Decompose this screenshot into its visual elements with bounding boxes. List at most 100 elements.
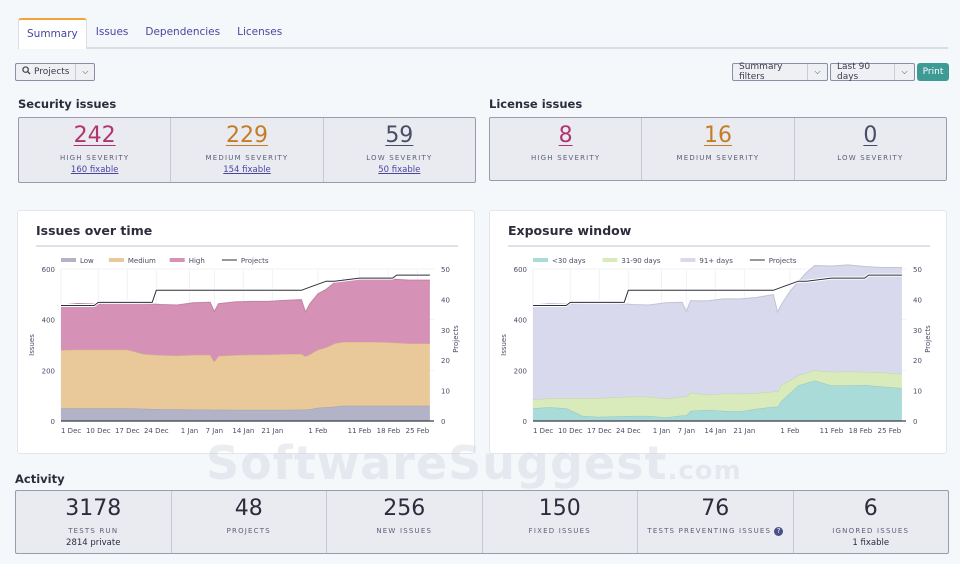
license-high-caption: HIGH SEVERITY [530, 154, 601, 162]
legend-swatch [680, 258, 696, 262]
tests-run-count: 3178 [65, 496, 122, 521]
projects-select-label-wrap: Projects [16, 66, 75, 78]
fixed-issues-caption: FIXED ISSUES [528, 527, 591, 535]
y2-tick-label: 10 [913, 388, 922, 396]
fixed-issues-count: 150 [538, 496, 581, 521]
y2-tick-label: 50 [441, 266, 450, 274]
tab-dependencies[interactable]: Dependencies [145, 26, 221, 38]
x-tick-label: 10 Dec [86, 427, 111, 435]
x-tick-label: 7 Jan [206, 427, 223, 435]
new-issues-count: 256 [383, 496, 426, 521]
y2-tick-label: 20 [441, 357, 450, 365]
watermark-suffix: .com [667, 456, 742, 486]
x-tick-label: 25 Feb [878, 427, 902, 435]
legend-swatch [602, 258, 618, 262]
tab-licenses[interactable]: Licenses [237, 26, 283, 38]
security-low-caption: LOW SEVERITY [366, 154, 433, 162]
x-tick-label: 1 Feb [780, 427, 800, 435]
x-tick-label: 21 Jan [733, 427, 755, 435]
legend-label: 31-90 days [621, 257, 660, 265]
security-high-caption: HIGH SEVERITY [59, 154, 130, 162]
license-issues-panel: 8 HIGH SEVERITY 16 MEDIUM SEVERITY 0 LOW… [489, 117, 947, 181]
chevron-down-icon[interactable]: ⌵ [807, 64, 827, 80]
ignored-issues-stat: 6 IGNORED ISSUES 1 fixable [794, 491, 949, 553]
x-tick-label: 25 Feb [406, 427, 430, 435]
tab-bar: Summary Issues Dependencies Licenses [18, 18, 948, 49]
y-axis-label: Issues [500, 334, 508, 356]
y-tick-label: 600 [42, 266, 55, 274]
chevron-down-icon[interactable]: ⌵ [75, 64, 94, 80]
area-medium [61, 342, 430, 410]
legend-swatch [533, 258, 548, 262]
divider [508, 245, 930, 247]
exposure-window-title: Exposure window [508, 223, 632, 238]
area-low [61, 405, 430, 421]
tab-summary[interactable]: Summary [18, 18, 87, 49]
y2-tick-label: 10 [441, 388, 450, 396]
help-icon[interactable]: ? [774, 527, 784, 536]
license-high-stat: 8 HIGH SEVERITY [490, 118, 643, 180]
x-tick-label: 11 Feb [820, 427, 844, 435]
legend-label: Projects [769, 257, 797, 265]
security-medium-caption: MEDIUM SEVERITY [205, 154, 289, 162]
y2-tick-label: 30 [913, 327, 922, 335]
x-tick-label: 1 Dec [533, 427, 553, 435]
x-tick-label: 24 Dec [144, 427, 169, 435]
security-high-fixable-link[interactable]: 160 fixable [70, 165, 119, 175]
y2-tick-label: 0 [441, 418, 445, 426]
tests-preventing-stat: 76 TESTS PREVENTING ISSUES? [638, 491, 794, 553]
print-button[interactable]: Print [917, 63, 949, 81]
license-high-count[interactable]: 8 [558, 123, 573, 148]
x-tick-label: 21 Jan [261, 427, 283, 435]
license-low-caption: LOW SEVERITY [837, 154, 904, 162]
tests-preventing-caption: TESTS PREVENTING ISSUES [647, 527, 772, 535]
legend-item: 31-90 days [602, 257, 661, 265]
x-tick-label: 14 Jan [232, 427, 254, 435]
projects-line [533, 274, 902, 306]
chevron-down-icon[interactable]: ⌵ [894, 64, 914, 80]
y2-tick-label: 40 [441, 296, 450, 304]
security-issues-title: Security issues [18, 97, 117, 111]
legend-item: Projects [749, 257, 797, 265]
y2-tick-label: 0 [913, 418, 917, 426]
x-tick-label: 18 Feb [849, 427, 873, 435]
ignored-issues-count: 6 [863, 496, 878, 521]
tab-issues[interactable]: Issues [95, 26, 129, 38]
legend-label: <30 days [552, 257, 586, 265]
date-range-select[interactable]: Last 90 days ⌵ [830, 62, 915, 82]
security-low-fixable-link[interactable]: 50 fixable [378, 165, 421, 175]
tests-preventing-caption-wrap: TESTS PREVENTING ISSUES? [647, 527, 784, 536]
security-low-count[interactable]: 59 [385, 123, 414, 148]
license-medium-caption: MEDIUM SEVERITY [676, 154, 760, 162]
area-31-90-days [533, 370, 902, 418]
license-low-count[interactable]: 0 [863, 123, 878, 148]
security-high-count[interactable]: 242 [73, 123, 116, 148]
legend-swatch [108, 258, 124, 262]
area-91-days [533, 264, 902, 400]
tests-run-caption: TESTS RUN [68, 527, 119, 535]
legend-swatch [61, 258, 76, 262]
projects-select[interactable]: Projects ⌵ [15, 63, 95, 81]
license-low-stat: 0 LOW SEVERITY [795, 118, 946, 180]
y2-tick-label: 50 [913, 266, 922, 274]
y-tick-label: 0 [523, 418, 527, 426]
y-tick-label: 400 [514, 317, 527, 325]
security-medium-fixable-link[interactable]: 154 fixable [223, 165, 271, 175]
x-tick-label: 18 Feb [377, 427, 401, 435]
legend-item: Medium [108, 257, 156, 265]
legend-item: Projects [221, 257, 269, 265]
legend-item: High [169, 257, 205, 265]
fixed-issues-stat: 150 FIXED ISSUES [483, 491, 638, 553]
search-icon [22, 66, 31, 78]
area--30-days [533, 380, 902, 421]
legend-swatch [169, 258, 185, 262]
license-medium-count[interactable]: 16 [703, 123, 732, 148]
security-medium-count[interactable]: 229 [225, 123, 268, 148]
x-tick-label: 1 Dec [61, 427, 81, 435]
x-tick-label: 7 Jan [678, 427, 695, 435]
license-medium-stat: 16 MEDIUM SEVERITY [642, 118, 795, 180]
legend-label: Projects [241, 257, 269, 265]
summary-filters-select[interactable]: Summary filters ⌵ [732, 62, 828, 82]
y-axis-label: Issues [28, 334, 36, 356]
tests-run-stat: 3178 TESTS RUN 2814 private [16, 491, 172, 553]
